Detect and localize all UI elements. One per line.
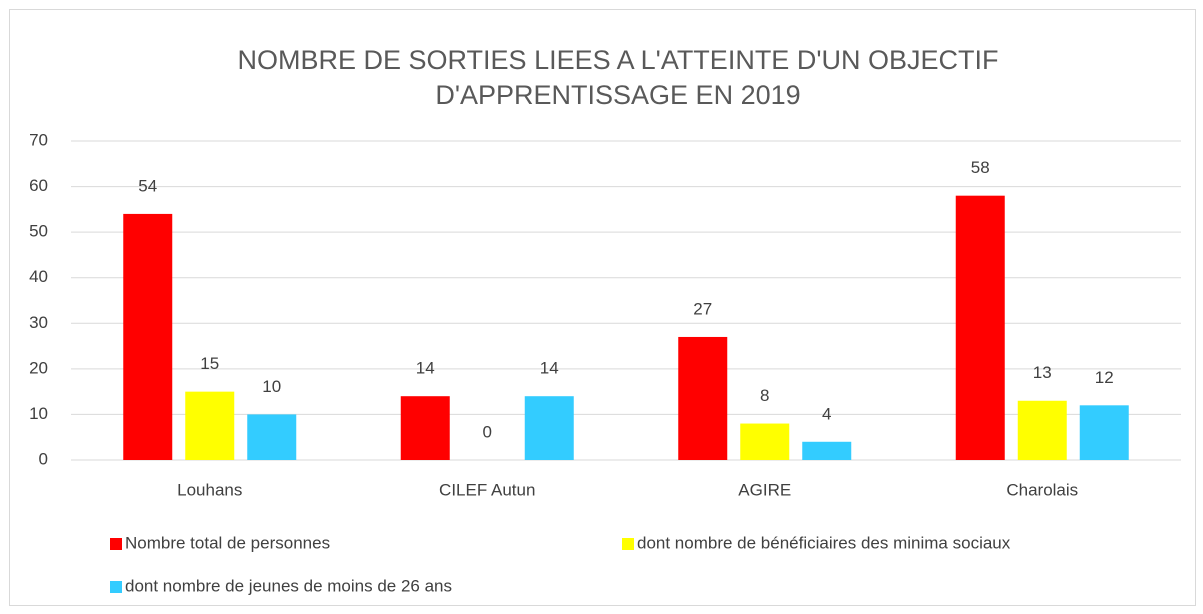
bar — [247, 414, 297, 460]
x-tick-label: CILEF Autun — [439, 480, 535, 499]
bar — [1079, 405, 1129, 460]
value-label: 8 — [760, 386, 769, 405]
bar — [802, 441, 852, 460]
y-tick-label: 20 — [29, 358, 48, 377]
x-tick-label: Charolais — [1006, 480, 1078, 499]
x-tick-label: Louhans — [177, 480, 242, 499]
value-label: 15 — [200, 354, 219, 373]
legend-swatch — [622, 538, 634, 550]
x-tick-label: AGIRE — [738, 480, 791, 499]
legend-label: Nombre total de personnes — [125, 533, 330, 552]
bar — [1017, 400, 1067, 460]
chart-title: D'APPRENTISSAGE EN 2019 — [435, 80, 800, 110]
y-tick-label: 30 — [29, 313, 48, 332]
bar — [678, 336, 728, 460]
y-tick-label: 40 — [29, 267, 48, 286]
value-label: 14 — [416, 359, 435, 378]
bar — [185, 391, 235, 460]
bar — [955, 195, 1005, 460]
value-label: 14 — [540, 359, 559, 378]
bar — [400, 396, 450, 460]
legend-swatch — [110, 581, 122, 593]
y-tick-label: 70 — [29, 130, 48, 149]
value-label: 12 — [1095, 368, 1114, 387]
value-label: 4 — [822, 404, 831, 423]
value-label: 13 — [1033, 363, 1052, 382]
value-label: 0 — [483, 422, 492, 441]
chart-title: NOMBRE DE SORTIES LIEES A L'ATTEINTE D'U… — [238, 45, 999, 75]
y-tick-label: 60 — [29, 176, 48, 195]
y-tick-label: 10 — [29, 404, 48, 423]
bar — [123, 213, 173, 460]
legend-label: dont nombre de bénéficiaires des minima … — [637, 533, 1011, 552]
value-label: 10 — [262, 377, 281, 396]
bar — [740, 423, 790, 460]
bar — [524, 396, 574, 460]
legend-swatch — [110, 538, 122, 550]
value-label: 58 — [971, 158, 990, 177]
value-label: 27 — [693, 299, 712, 318]
value-label: 54 — [138, 176, 157, 195]
legend-label: dont nombre de jeunes de moins de 26 ans — [125, 576, 452, 595]
y-tick-label: 0 — [39, 449, 48, 468]
y-tick-label: 50 — [29, 222, 48, 241]
